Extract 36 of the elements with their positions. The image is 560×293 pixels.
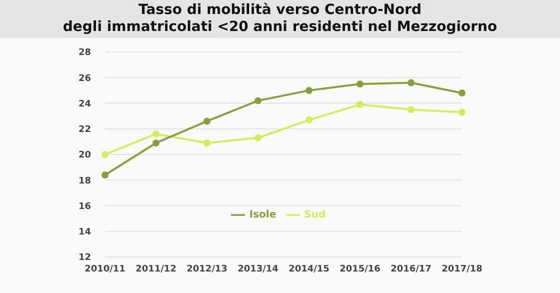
point — [356, 101, 364, 108]
chart-title: Tasso di mobilità verso Centro-Nord degli immatricolati <20 anni residenti nel Mezzogiorno — [0, 2, 560, 36]
y-tick-label: 26 — [78, 74, 91, 84]
point — [102, 172, 108, 178]
x-tick-label: 2013/14 — [238, 264, 278, 274]
y-tick-label: 22 — [78, 125, 91, 136]
point — [254, 97, 262, 104]
x-tick-label: 2015/16 — [340, 264, 380, 274]
legend-label: Isole — [249, 210, 276, 221]
x-tick-label: 2016/17 — [390, 264, 432, 274]
x-tick-label: 2014/15 — [288, 264, 330, 274]
y-tick-label: 14 — [78, 228, 91, 238]
point — [152, 139, 160, 146]
x-tick-label: 2012/13 — [186, 264, 228, 274]
point — [356, 80, 364, 88]
y-tick-label: 12 — [78, 253, 91, 264]
point — [458, 90, 466, 96]
point — [254, 134, 262, 142]
point — [306, 116, 312, 124]
y-tick-label: 16 — [78, 202, 91, 212]
point — [408, 106, 414, 114]
point — [152, 130, 160, 138]
x-tick-label: 2010/11 — [84, 264, 126, 274]
y-tick-label: 18 — [78, 176, 91, 186]
point — [102, 151, 108, 158]
legend-label: Sud — [304, 210, 326, 221]
point — [458, 108, 466, 116]
y-tick-label: 24 — [78, 99, 91, 110]
y-tick-label: 28 — [78, 48, 91, 58]
x-tick-label: 2011/12 — [136, 264, 176, 274]
x-tick-label: 2017/18 — [442, 264, 482, 274]
point — [204, 139, 210, 146]
point — [408, 79, 414, 86]
point — [306, 86, 312, 94]
point — [204, 118, 210, 125]
y-tick-label: 20 — [78, 150, 91, 161]
